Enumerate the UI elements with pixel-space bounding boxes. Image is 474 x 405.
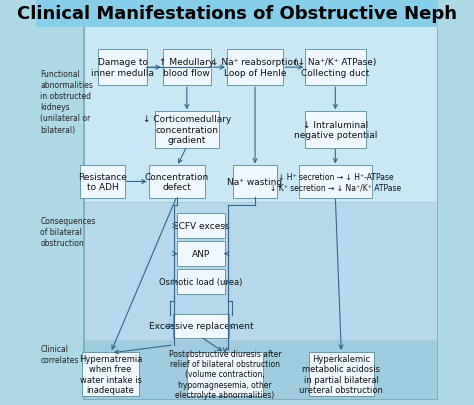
Text: Excessive replacement: Excessive replacement [148,322,253,330]
Text: ↓ Na⁺ reabsorption
Loop of Henle: ↓ Na⁺ reabsorption Loop of Henle [211,58,299,78]
Text: Osmotic load (urea): Osmotic load (urea) [159,277,243,286]
FancyBboxPatch shape [299,166,372,198]
Text: Resistance
to ADH: Resistance to ADH [78,173,127,192]
Text: ANP: ANP [192,249,210,258]
FancyBboxPatch shape [84,0,438,202]
FancyBboxPatch shape [227,50,283,86]
Text: Hypernatremia
when free
water intake is
inadequate: Hypernatremia when free water intake is … [79,354,142,394]
Text: ↑ Medullary
blood flow: ↑ Medullary blood flow [159,58,214,78]
FancyBboxPatch shape [155,112,219,148]
FancyBboxPatch shape [173,314,229,338]
FancyBboxPatch shape [36,0,438,28]
FancyBboxPatch shape [309,352,374,396]
FancyBboxPatch shape [163,50,211,86]
Text: Clinical Manifestations of Obstructive Neph: Clinical Manifestations of Obstructive N… [17,5,457,23]
Text: ↓ Corticomedullary
concentration
gradient: ↓ Corticomedullary concentration gradien… [143,115,231,145]
FancyBboxPatch shape [305,112,365,148]
Text: Functional
abnormalities
in obstructed
kidneys
(unilateral or
bilateral): Functional abnormalities in obstructed k… [40,70,93,134]
Text: Hyperkalemic
metabolic acidosis
in partial bilateral
ureteral obstruction: Hyperkalemic metabolic acidosis in parti… [300,354,383,394]
Text: Concentration
defect: Concentration defect [145,173,209,192]
FancyBboxPatch shape [177,214,225,238]
FancyBboxPatch shape [305,50,365,86]
FancyBboxPatch shape [177,270,225,294]
Text: Na⁺ wasting: Na⁺ wasting [228,177,283,187]
Text: Damage to
inner medulla: Damage to inner medulla [91,58,154,78]
Text: Postobstructive diuresis after
relief of bilateral obstruction
(volume contracti: Postobstructive diuresis after relief of… [169,349,281,399]
FancyBboxPatch shape [233,166,277,198]
FancyBboxPatch shape [82,352,139,396]
FancyBboxPatch shape [84,340,438,400]
Text: ↓ Intraluminal
negative potential: ↓ Intraluminal negative potential [294,120,377,140]
FancyBboxPatch shape [84,202,438,340]
Text: ↓ H⁺ secretion → ↓ H⁺-ATPase
↓ K⁺ secretion → ↓ Na⁺/K⁺ ATPase: ↓ H⁺ secretion → ↓ H⁺-ATPase ↓ K⁺ secret… [270,173,401,192]
Text: Clinical
correlates: Clinical correlates [40,344,79,364]
FancyBboxPatch shape [80,166,125,198]
FancyBboxPatch shape [187,352,263,396]
FancyBboxPatch shape [148,166,205,198]
Text: Consequences
of bilateral
obstruction: Consequences of bilateral obstruction [40,216,96,247]
FancyBboxPatch shape [177,242,225,266]
Text: ECFV excess: ECFV excess [173,222,229,230]
FancyBboxPatch shape [98,50,147,86]
Text: (↓ Na⁺/K⁺ ATPase)
Collecting duct: (↓ Na⁺/K⁺ ATPase) Collecting duct [294,58,376,78]
